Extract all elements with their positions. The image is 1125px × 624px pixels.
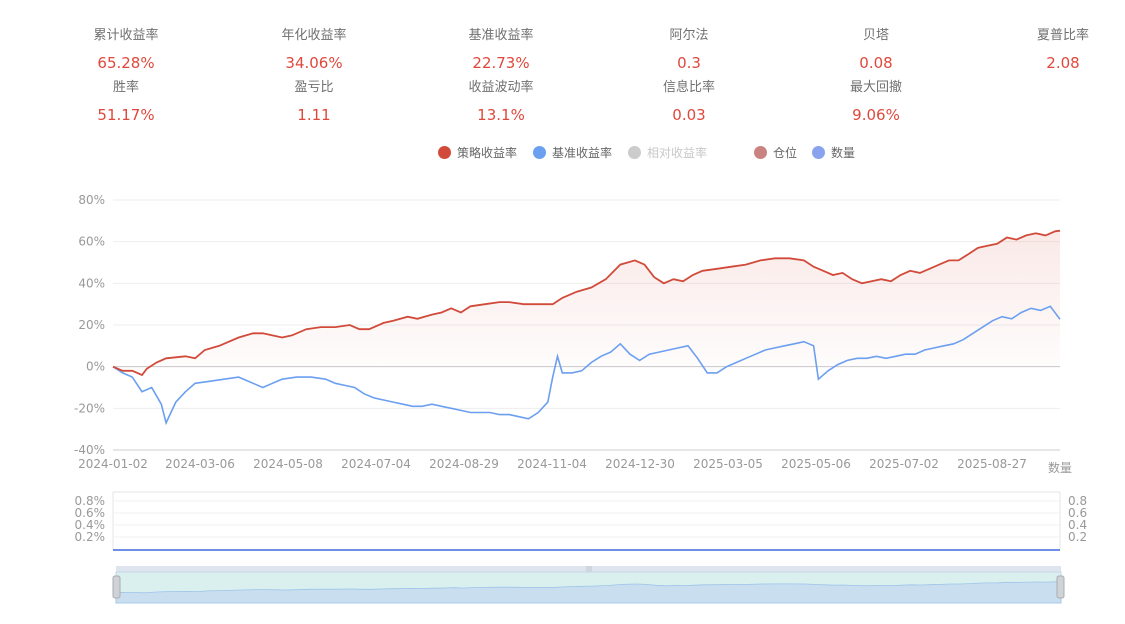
x-tick-label: 2025-05-06 [781, 457, 851, 471]
x-tick-label: 2024-11-04 [517, 457, 587, 471]
vol-right-tick-label: 0.4 [1068, 518, 1087, 532]
zoom-track-handle-bar[interactable] [116, 566, 1061, 572]
zoom-handle-left[interactable] [112, 575, 121, 599]
strategy-area-fill [113, 230, 1060, 375]
vol-grid-lines [113, 500, 1060, 538]
vol-right-tick-label: 0.6 [1068, 506, 1087, 520]
position-quantity-chart[interactable]: 0.8%0.6%0.4%0.2% 0.80.60.40.2 [0, 488, 1125, 558]
y-tick-label: 40% [78, 276, 105, 290]
legend-dot-relative-icon [628, 145, 641, 159]
legend-label-benchmark-return: 基准收益率 [552, 145, 613, 160]
stat-value-benchmark-return: 22.73% [472, 54, 530, 72]
stat-label-annualized-return: 年化收益率 [281, 28, 347, 43]
y-tick-label: -20% [74, 401, 105, 415]
x-tick-label: 2025-07-02 [869, 457, 939, 471]
benchmark-return-line [112, 305, 1061, 426]
legend-dot-position-icon [754, 145, 767, 159]
legend-dot-quantity-icon [812, 145, 825, 159]
legend-dot-strategy-icon [438, 145, 451, 159]
stat-label-return-volatility: 收益波动率 [468, 80, 534, 95]
y-tick-label: 60% [78, 235, 105, 249]
data-zoom-slider[interactable]: ||| [0, 562, 1125, 610]
y-tick-label: 0% [86, 360, 105, 374]
stat-label-max-drawdown: 最大回撤 [849, 80, 903, 95]
legend-label-position: 仓位 [773, 145, 798, 160]
vol-left-tick-label: 0.6% [75, 506, 106, 520]
vol-left-tick-label: 0.4% [75, 518, 106, 532]
stat-value-alpha: 0.3 [677, 54, 701, 72]
unit-label: 数量 [1048, 460, 1072, 475]
legend-dot-benchmark-icon [533, 145, 546, 159]
strategy-return-line [112, 229, 1061, 377]
chart-legend: 策略收益率 基准收益率 相对收益率 仓位 数量 [0, 143, 1125, 161]
stat-value-profit-loss-ratio: 1.11 [297, 106, 331, 124]
stat-label-cumulative-return: 累计收益率 [93, 28, 159, 43]
legend-label-relative-return: 相对收益率 [647, 145, 708, 160]
x-tick-label: 2024-03-06 [165, 457, 235, 471]
legend-item-strategy-return[interactable]: 策略收益率 [438, 143, 517, 161]
legend-item-quantity[interactable]: 数量 [812, 143, 855, 161]
stat-value-beta: 0.08 [859, 54, 893, 72]
legend-item-position[interactable]: 仓位 [754, 143, 797, 161]
x-axis-ticks: 2024-01-02 2024-03-06 2024-05-08 2024-07-04… [78, 457, 1027, 471]
y-tick-label: 80% [78, 193, 105, 207]
stat-value-max-drawdown: 9.06% [852, 106, 900, 124]
stat-value-annualized-return: 34.06% [285, 54, 343, 72]
stat-label-information-ratio: 信息比率 [662, 80, 716, 95]
legend-item-relative-return[interactable]: 相对收益率 [628, 143, 707, 161]
zoom-drag-grip-icon[interactable]: ||| [586, 566, 592, 573]
y-axis-ticks: 80% 60% 40% 20% 0% -20% -40% [74, 193, 105, 457]
x-tick-label: 2025-08-27 [957, 457, 1027, 471]
vol-left-ticks: 0.8%0.6%0.4%0.2% [75, 494, 106, 544]
legend-label-strategy-return: 策略收益率 [457, 145, 518, 160]
zoom-handle-right[interactable] [1056, 575, 1065, 599]
vol-right-ticks: 0.80.60.40.2 [1068, 494, 1087, 544]
vol-left-tick-label: 0.2% [75, 530, 106, 544]
x-tick-label: 2024-08-29 [429, 457, 499, 471]
stat-value-win-rate: 51.17% [97, 106, 155, 124]
stat-value-cumulative-return: 65.28% [97, 54, 155, 72]
x-tick-label: 2024-05-08 [253, 457, 323, 471]
y-tick-label: 20% [78, 318, 105, 332]
legend-item-benchmark-return[interactable]: 基准收益率 [533, 143, 612, 161]
x-tick-label: 2025-03-05 [693, 457, 763, 471]
stat-label-beta: 贝塔 [862, 28, 890, 43]
stat-value-sharpe-ratio: 2.08 [1046, 54, 1080, 72]
x-tick-label: 2024-07-04 [341, 457, 411, 471]
y-tick-label: -40% [74, 443, 105, 457]
stat-label-benchmark-return: 基准收益率 [468, 28, 534, 43]
stat-label-profit-loss-ratio: 盈亏比 [294, 80, 334, 95]
return-line-chart[interactable]: 80% 60% 40% 20% 0% -20% -40% 2024-01-02 2024-03… [0, 180, 1125, 480]
legend-label-quantity: 数量 [831, 145, 856, 160]
stat-value-return-volatility: 13.1% [477, 106, 525, 124]
stat-value-information-ratio: 0.03 [672, 106, 706, 124]
vol-left-tick-label: 0.8% [75, 494, 106, 508]
stat-label-alpha: 阿尔法 [669, 28, 709, 43]
stat-label-sharpe-ratio: 夏普比率 [1036, 28, 1090, 43]
stat-label-win-rate: 胜率 [112, 80, 140, 95]
x-tick-label: 2024-01-02 [78, 457, 148, 471]
zoom-preview-line [115, 581, 1062, 604]
vol-right-tick-label: 0.8 [1068, 494, 1087, 508]
x-tick-label: 2024-12-30 [605, 457, 675, 471]
vol-right-tick-label: 0.2 [1068, 530, 1087, 544]
